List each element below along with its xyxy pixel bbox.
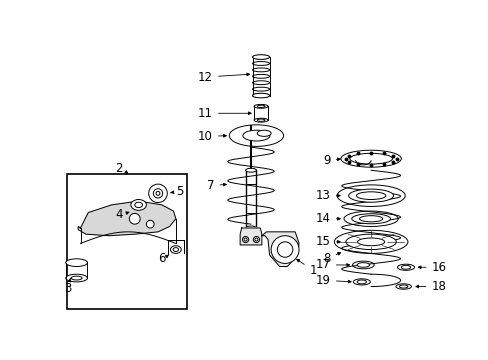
- Ellipse shape: [252, 94, 269, 98]
- Text: 4: 4: [115, 208, 123, 221]
- Ellipse shape: [173, 248, 178, 252]
- Ellipse shape: [334, 230, 407, 253]
- Ellipse shape: [395, 284, 410, 289]
- Ellipse shape: [257, 119, 264, 121]
- Text: 14: 14: [315, 212, 340, 225]
- Text: 7: 7: [206, 179, 226, 192]
- Ellipse shape: [352, 261, 373, 269]
- Ellipse shape: [252, 62, 269, 66]
- Ellipse shape: [340, 150, 401, 167]
- Circle shape: [270, 236, 299, 264]
- Ellipse shape: [401, 265, 410, 269]
- Ellipse shape: [345, 234, 395, 249]
- Text: 8: 8: [323, 252, 340, 265]
- Ellipse shape: [257, 105, 264, 108]
- Ellipse shape: [66, 259, 87, 266]
- Text: 13: 13: [315, 189, 340, 202]
- Text: 18: 18: [415, 280, 446, 293]
- Text: 5: 5: [170, 185, 183, 198]
- Text: 2: 2: [115, 162, 123, 175]
- Ellipse shape: [252, 81, 269, 85]
- Text: 9: 9: [323, 154, 340, 167]
- Circle shape: [156, 192, 160, 195]
- Ellipse shape: [254, 118, 267, 122]
- Circle shape: [129, 213, 140, 224]
- Text: 19: 19: [315, 274, 350, 287]
- Text: 11: 11: [198, 107, 251, 120]
- Ellipse shape: [66, 274, 87, 282]
- Ellipse shape: [399, 285, 407, 288]
- Circle shape: [242, 237, 248, 243]
- Circle shape: [146, 220, 154, 228]
- Text: 6: 6: [158, 252, 165, 265]
- Text: 1: 1: [296, 259, 316, 277]
- Ellipse shape: [252, 93, 269, 98]
- Polygon shape: [78, 201, 176, 236]
- Ellipse shape: [252, 75, 269, 78]
- Polygon shape: [261, 232, 299, 266]
- Circle shape: [253, 237, 259, 243]
- Circle shape: [277, 242, 292, 257]
- FancyBboxPatch shape: [67, 174, 187, 309]
- Ellipse shape: [252, 87, 269, 91]
- Ellipse shape: [357, 238, 384, 246]
- Ellipse shape: [348, 189, 393, 202]
- Ellipse shape: [170, 246, 181, 253]
- Ellipse shape: [243, 130, 269, 141]
- Ellipse shape: [351, 214, 390, 224]
- Ellipse shape: [252, 68, 269, 72]
- Ellipse shape: [229, 125, 283, 147]
- Ellipse shape: [349, 153, 392, 164]
- Ellipse shape: [336, 185, 405, 206]
- Text: 10: 10: [198, 130, 226, 143]
- Ellipse shape: [397, 264, 414, 270]
- Ellipse shape: [245, 168, 256, 172]
- Ellipse shape: [356, 263, 369, 267]
- Circle shape: [254, 238, 258, 241]
- Text: 15: 15: [315, 235, 340, 248]
- Ellipse shape: [252, 55, 269, 59]
- Ellipse shape: [352, 279, 369, 285]
- Ellipse shape: [254, 104, 267, 108]
- Circle shape: [153, 189, 163, 198]
- Ellipse shape: [71, 276, 82, 280]
- Ellipse shape: [359, 216, 382, 222]
- Ellipse shape: [343, 211, 397, 226]
- Text: 3: 3: [64, 279, 71, 294]
- Text: 12: 12: [198, 71, 249, 84]
- Polygon shape: [240, 228, 261, 245]
- Circle shape: [148, 184, 167, 203]
- Ellipse shape: [257, 130, 270, 136]
- Text: 17: 17: [315, 258, 349, 271]
- Circle shape: [244, 238, 246, 241]
- Ellipse shape: [356, 192, 385, 199]
- Ellipse shape: [131, 199, 146, 210]
- Ellipse shape: [245, 226, 256, 230]
- Text: 16: 16: [417, 261, 446, 274]
- Ellipse shape: [252, 55, 269, 59]
- Ellipse shape: [135, 202, 142, 208]
- Ellipse shape: [356, 280, 366, 284]
